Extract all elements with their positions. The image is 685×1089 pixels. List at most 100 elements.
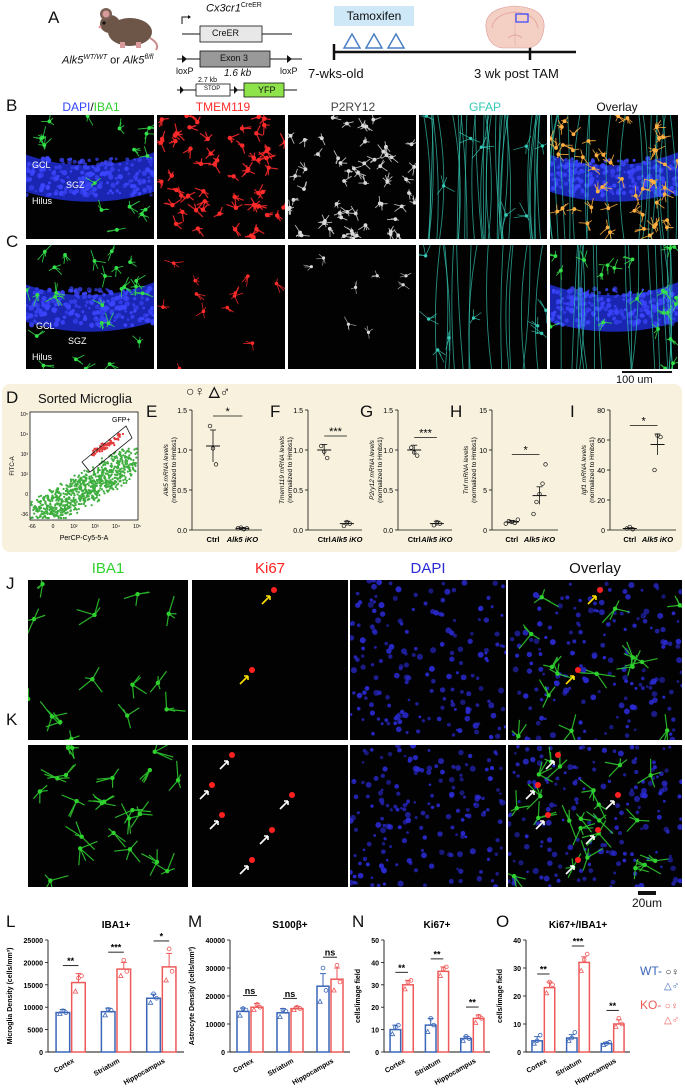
data-point	[537, 1032, 543, 1038]
micrograph-dapi-iba1	[26, 115, 154, 239]
x-tick-label: Cortex	[384, 1058, 407, 1075]
data-point	[616, 1016, 622, 1021]
y-tick-label: 40	[371, 960, 379, 967]
x-tick-label: Alk5 iKO	[523, 535, 555, 544]
data-point	[437, 972, 444, 978]
chart-m-s100b: S100β+ 0 10000 20000 30000 40000 Astrocyte Den…	[189, 920, 350, 1087]
cre-allele-label: Cx3cr1CreER	[206, 2, 262, 15]
y-tick-label: 1.0	[383, 448, 393, 455]
data-point	[412, 450, 417, 455]
data-point	[151, 991, 156, 997]
significance-label: ns	[245, 986, 256, 996]
channel-label-overlay: Overlay	[596, 100, 638, 114]
data-point	[163, 977, 170, 983]
panel-label-c: C	[6, 232, 19, 251]
panel-label-g: G	[360, 402, 374, 421]
chart-e-alk5: 0.0 0.5 1.0 1.5 Alk5 mRNA levels (normalized …	[163, 406, 262, 544]
chart-o-ki67-iba1: Ki67+/IBA1+ 0 10 20 30 40 cells/image field Cor…	[497, 920, 630, 1087]
data-point	[503, 521, 508, 526]
flow-y-tick: 10⁵	[20, 412, 28, 418]
significance-label: ***	[111, 943, 122, 953]
y-tick-label: 30	[513, 966, 521, 973]
data-point	[102, 1012, 109, 1018]
data-point	[121, 957, 127, 963]
data-point	[319, 443, 324, 449]
data-point	[441, 966, 446, 972]
bar	[600, 1042, 613, 1053]
micrograph-dapi	[350, 745, 506, 887]
channel-label-p2ry12: P2RY12	[330, 100, 376, 114]
x-tick-label: Ctrl	[207, 535, 220, 544]
y-tick-label: 1.0	[177, 448, 187, 455]
bar	[55, 1011, 71, 1053]
data-point	[630, 527, 635, 532]
micrograph-dapi-iba1	[26, 245, 154, 369]
exon-box-label: Exon 3	[220, 53, 249, 63]
data-point	[619, 1021, 625, 1027]
micrograph-row-j	[28, 580, 682, 740]
tamoxifen-label: Tamoxifen	[346, 9, 402, 23]
data-point	[210, 446, 216, 451]
flow-x-tick: -66	[28, 524, 35, 530]
micrograph-dapi	[350, 580, 506, 740]
panel-label-b: B	[6, 96, 18, 115]
data-point	[63, 1010, 69, 1015]
x-tick-label: Cortex	[232, 1058, 255, 1075]
genotype-label-row-b: Cx3cr1CreER:Alk5wt/wt	[8, 127, 23, 234]
data-point	[431, 523, 437, 528]
timeline-end-label: 3 wk post TAM	[474, 66, 559, 81]
data-point	[235, 526, 241, 531]
scalebar-bc	[622, 371, 672, 373]
chart-title: Ki67+/IBA1+	[549, 920, 608, 931]
bar	[424, 1024, 437, 1053]
data-point	[320, 965, 326, 971]
y-axis-label: P2ry12 mRNA levels	[369, 439, 376, 499]
data-point	[337, 979, 343, 985]
data-point	[584, 951, 590, 957]
data-point	[431, 1022, 436, 1028]
y-tick-label: 10000	[24, 1005, 44, 1012]
channel-label-ki67: Ki67	[254, 560, 286, 577]
flow-cytometry-plot: GFP+ FITC-A PerCP-Cy5-5-A 10⁵ 10⁴ 10³ 10² 0 -36-…	[10, 411, 141, 542]
bar	[100, 1010, 116, 1053]
data-point	[169, 969, 175, 974]
x-tick-label: Alk5 iKO	[226, 535, 258, 544]
legend-ko-label: KO-	[640, 998, 662, 1012]
data-point	[612, 1023, 619, 1029]
data-point	[291, 1006, 297, 1012]
legend-wt-female: ○♀	[665, 967, 679, 978]
y-axis-label: cells/image field	[497, 969, 504, 1023]
region-sgz-c: SGZ	[68, 336, 87, 346]
flow-gate-label: GFP+	[112, 417, 130, 424]
y-tick-label: 60	[597, 438, 605, 445]
flow-x-tick: 0	[52, 524, 55, 530]
y-tick-label: 0	[221, 1050, 225, 1057]
chart-title: S100β+	[272, 920, 307, 931]
data-point	[393, 1025, 398, 1030]
data-point	[72, 988, 79, 994]
tamoxifen-box: Tamoxifen	[334, 6, 414, 26]
micrograph-row-k	[28, 745, 682, 887]
flow-y-tick: 10²	[21, 472, 29, 478]
micrograph-tmem119	[157, 245, 285, 369]
y-axis-label-2: (normalized to Hmbs1)	[377, 437, 384, 503]
y-axis-label: Microglia Density (cells/mm³)	[7, 948, 14, 1045]
y-tick-label: 40	[513, 938, 521, 945]
chart-f-tmem119: 0.0 0.5 1.0 1.5 Tmem119 mRNA levels (normaliz…	[279, 408, 363, 544]
data-point	[581, 957, 587, 962]
significance-label: **	[540, 965, 548, 975]
panel-label-n: N	[352, 912, 365, 931]
data-point	[283, 1009, 289, 1014]
y-axis-label-2: (normalized to Hmbs1)	[287, 437, 294, 503]
data-point	[565, 1037, 572, 1043]
x-tick-label: Striatum	[267, 1058, 295, 1078]
data-point	[572, 1030, 578, 1035]
data-point	[105, 1007, 111, 1012]
data-point	[627, 524, 632, 530]
genotype-label-row-k: Cx3cr1CreER:Alk5fl/fl	[12, 750, 31, 885]
significance-label: ***	[573, 937, 584, 947]
yfp-box-label: YFP	[258, 85, 276, 95]
data-point	[531, 511, 536, 517]
flow-y-tick: -36	[21, 512, 28, 518]
legend-wt-label: WT-	[640, 964, 662, 978]
